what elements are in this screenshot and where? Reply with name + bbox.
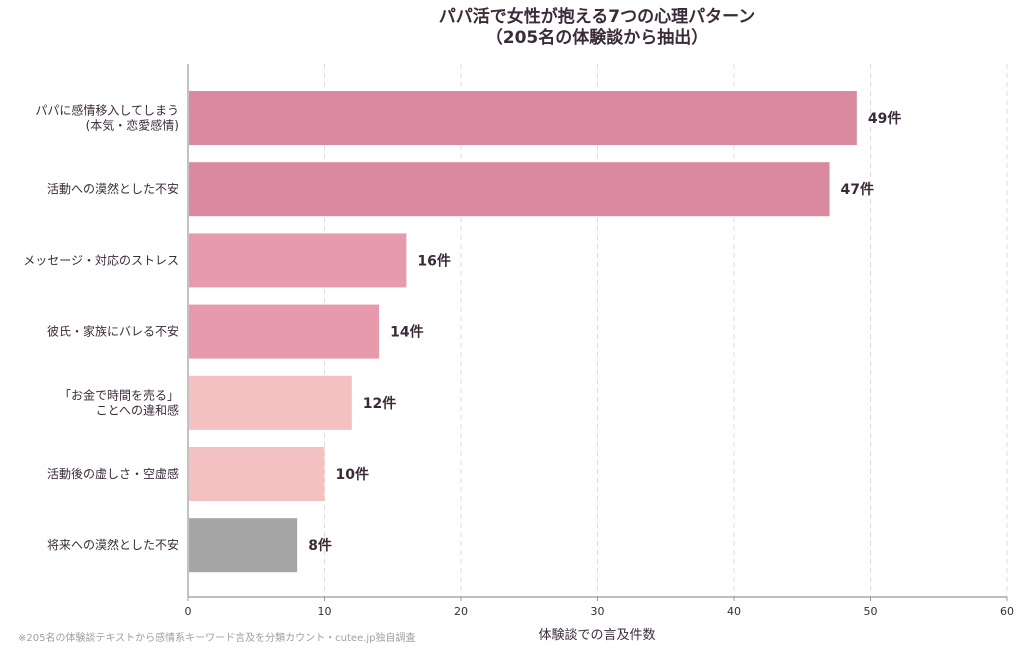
category-label-1: 活動への漠然とした不安 [47, 181, 179, 196]
bar-0 [189, 91, 857, 145]
x-tick-label-60: 60 [1000, 605, 1014, 618]
category-label-0-1: (本気・恋愛感情) [86, 118, 179, 133]
value-label-0: 49件 [868, 110, 901, 127]
bar-3 [189, 304, 380, 359]
x-tick-label-10: 10 [318, 605, 332, 618]
chart-title-line-0: パパ活で女性が抱える7つの心理パターン [439, 6, 755, 27]
bar-1 [189, 162, 830, 217]
chart-title-line-1: （205名の体験談から抽出） [486, 27, 709, 48]
category-label-3: 彼氏・家族にバレる不安 [47, 324, 179, 339]
bar-4 [189, 375, 352, 430]
bars [189, 91, 857, 573]
x-tick-labels: 0 10 20 30 40 50 60 [185, 597, 1014, 618]
value-labels: 49件 47件 16件 14件 12件 10件 8件 [308, 110, 901, 554]
category-label-6: 将来への漠然とした不安 [47, 537, 179, 552]
bar-2 [189, 233, 407, 288]
x-tick-label-40: 40 [727, 605, 741, 618]
x-axis-label: 体験談での言及件数 [538, 627, 655, 643]
x-tick-label-20: 20 [454, 605, 468, 618]
chart-title: パパ活で女性が抱える7つの心理パターン（205名の体験談から抽出） [439, 6, 755, 48]
value-label-4: 12件 [363, 395, 396, 412]
value-label-5: 10件 [336, 466, 369, 483]
value-label-1: 47件 [841, 181, 874, 198]
x-tick-label-50: 50 [864, 605, 878, 618]
grid-lines [324, 64, 1008, 597]
category-label-2: メッセージ・対応のストレス [23, 253, 179, 267]
category-label-0-0: パパに感情移入してしまう [35, 103, 179, 118]
category-label-4-0: 「お金で時間を売る」 [59, 387, 179, 402]
category-labels: パパに感情移入してしまう(本気・恋愛感情) 活動への漠然とした不安メッセージ・対応… [23, 103, 179, 553]
value-label-6: 8件 [308, 537, 332, 554]
bar-5 [189, 447, 325, 501]
x-tick-label-0: 0 [185, 605, 192, 618]
bar-6 [189, 518, 298, 573]
footnote: ※205名の体験談テキストから感情系キーワード言及を分類カウント・cutee.j… [18, 631, 416, 644]
x-tick-label-30: 30 [591, 605, 605, 618]
value-label-2: 16件 [417, 252, 450, 269]
value-label-3: 14件 [390, 324, 423, 341]
category-label-4-1: ことへの違和感 [96, 402, 179, 417]
category-label-5: 活動後の虚しさ・空虚感 [47, 466, 179, 481]
